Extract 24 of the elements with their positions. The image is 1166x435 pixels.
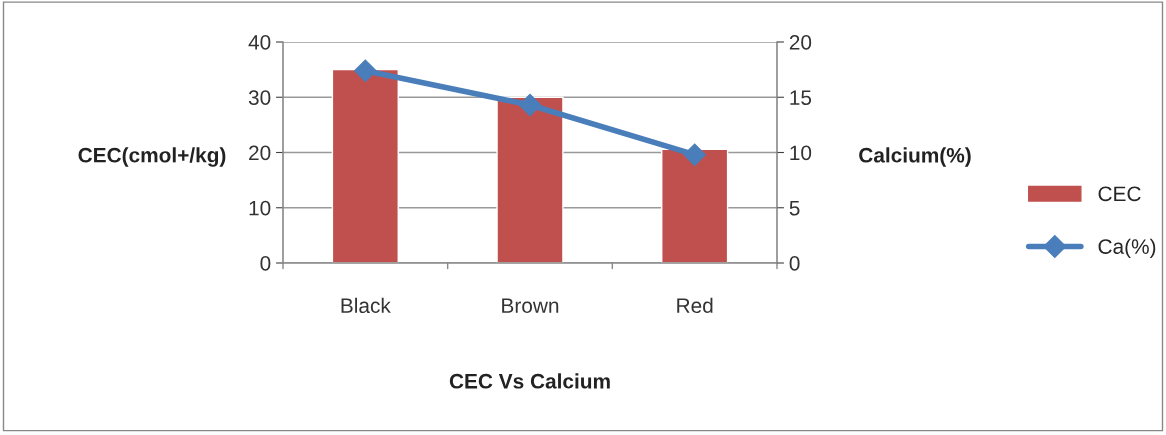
legend-label: Ca(%)	[1098, 238, 1156, 259]
y2-tick-label: 0	[789, 256, 800, 271]
y-tick-label: 40	[248, 35, 271, 50]
point	[518, 93, 542, 117]
bar	[661, 148, 729, 263]
bar	[496, 96, 564, 263]
point	[683, 143, 706, 167]
y-tick-label: 30	[248, 90, 271, 105]
legend-label: CEC	[1098, 186, 1141, 202]
y-tick-label: 0	[260, 256, 271, 271]
y-axis-title: CEC(cmol+/kg)	[78, 147, 226, 167]
y2-tick-label: 15	[790, 90, 812, 105]
y-tick-label: 10	[249, 200, 271, 216]
y2-tick-label: 10	[790, 145, 812, 161]
x-tick-label: Red	[677, 297, 713, 314]
y2-axis-title: Calcium(%)	[859, 147, 971, 167]
x-axis-title: CEC Vs Calcium	[449, 373, 610, 389]
point	[354, 59, 377, 83]
bar	[331, 68, 399, 263]
y2-tick-label: 20	[789, 35, 812, 50]
x-tick-label: Black	[341, 297, 391, 314]
y2-tick-label: 5	[789, 200, 800, 216]
y-tick-label: 20	[249, 145, 271, 161]
x-tick-label: Brown	[502, 298, 559, 314]
